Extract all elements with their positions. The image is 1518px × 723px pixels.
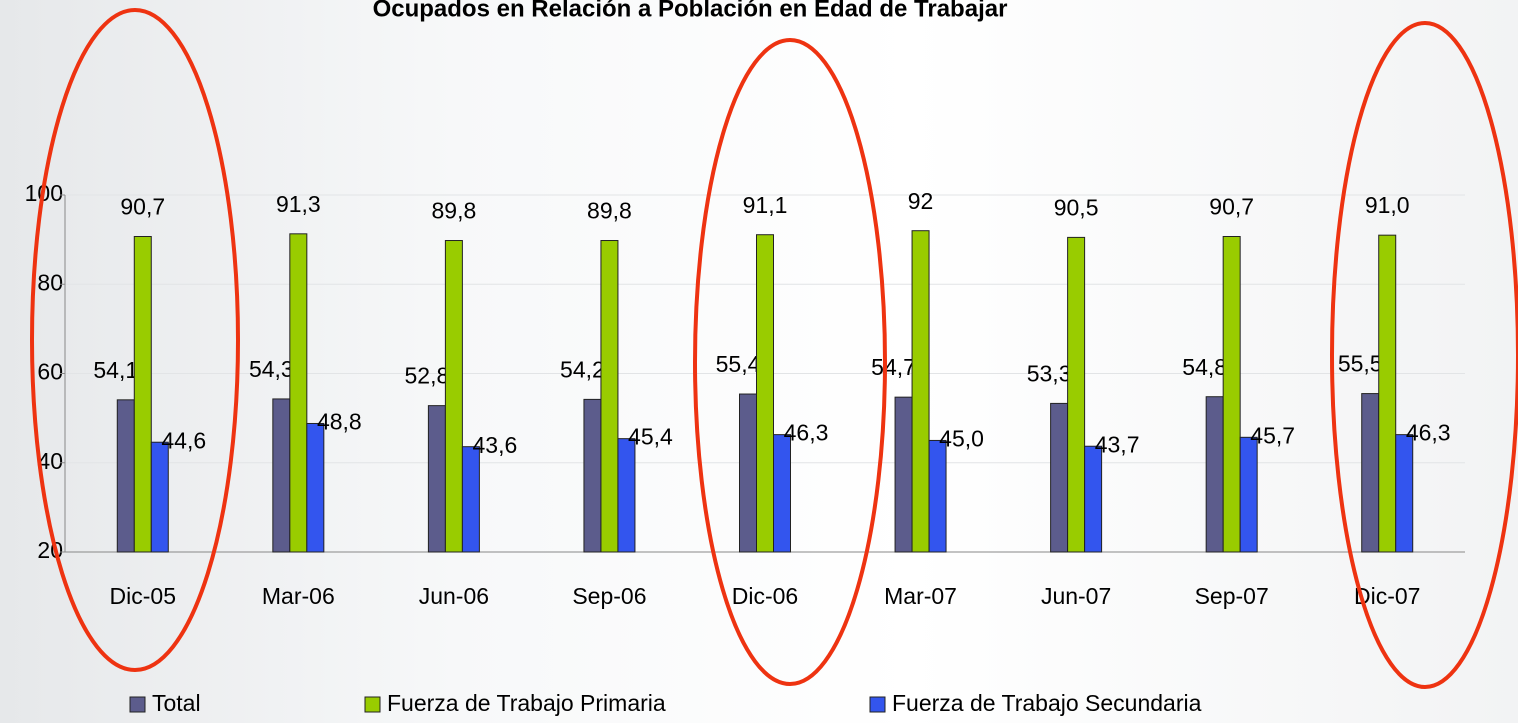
highlight-ellipses (30, 8, 1518, 689)
data-label: 46,3 (784, 420, 829, 446)
data-label: 54,8 (1182, 354, 1227, 380)
data-label: 91,3 (276, 191, 321, 217)
legend-label: Fuerza de Trabajo Secundaria (892, 690, 1202, 716)
data-label: 54,3 (249, 356, 294, 382)
data-label: 90,5 (1054, 194, 1099, 220)
data-label: 89,8 (432, 198, 477, 224)
y-tick-label: 80 (37, 269, 63, 295)
highlight (693, 38, 887, 686)
bar (427, 405, 446, 553)
data-label: 45,7 (1250, 422, 1295, 448)
data-label: 54,7 (871, 354, 916, 380)
data-label: 45,0 (939, 426, 984, 452)
bar (272, 398, 291, 553)
bar (756, 234, 774, 553)
data-label: 54,1 (93, 357, 138, 383)
legend-swatch (364, 696, 381, 713)
bar (1378, 234, 1397, 553)
data-label: 91,0 (1365, 192, 1410, 218)
bar (739, 393, 757, 553)
x-tick-label: Sep-07 (1195, 583, 1269, 609)
legend-label: Total (152, 690, 201, 716)
bar (600, 240, 619, 553)
bar (1067, 236, 1086, 553)
data-label: 52,8 (405, 363, 450, 389)
bar (306, 422, 325, 553)
x-tick-label: Dic-06 (732, 583, 798, 609)
bar (928, 439, 947, 553)
y-tick-label: 60 (37, 359, 63, 385)
x-tick-label: Dic-05 (110, 583, 176, 609)
x-tick-label: Mar-07 (884, 583, 957, 609)
data-label: 45,4 (628, 424, 673, 450)
bar (133, 236, 152, 553)
data-label: 44,6 (161, 427, 206, 453)
bar (773, 434, 791, 553)
data-label: 53,3 (1027, 360, 1072, 386)
bar (461, 446, 480, 553)
data-label: 90,7 (1209, 194, 1254, 220)
x-tick-label: Jun-07 (1041, 583, 1111, 609)
x-tick-label: Jun-06 (419, 583, 489, 609)
x-tick-label: Mar-06 (262, 583, 335, 609)
bar (617, 438, 636, 553)
bar (1205, 396, 1224, 553)
data-label: 55,5 (1338, 351, 1383, 377)
bar (911, 230, 930, 553)
data-label: 48,8 (317, 409, 362, 435)
bar (150, 441, 169, 553)
data-label: 92 (908, 188, 934, 214)
plot: 20406080100Dic-0554,190,744,6Mar-0654,39… (25, 180, 1465, 716)
data-label: 43,7 (1095, 431, 1140, 457)
bar (1084, 445, 1103, 553)
x-tick-label: Sep-06 (572, 583, 646, 609)
legend-swatch (129, 696, 146, 713)
data-label: 43,6 (473, 432, 518, 458)
bar (444, 240, 463, 553)
data-label: 54,2 (560, 356, 605, 382)
bar (583, 398, 602, 553)
data-label: 46,3 (1406, 420, 1451, 446)
bar (116, 399, 135, 553)
bar (1050, 402, 1069, 553)
chart-title: Ocupados en Relación a Población en Edad… (373, 0, 1008, 22)
data-label: 91,1 (743, 192, 788, 218)
legend-swatch (869, 696, 886, 713)
bar (1239, 436, 1258, 553)
bar (1361, 393, 1380, 553)
bar (894, 396, 913, 553)
data-label: 89,8 (587, 198, 632, 224)
bar (289, 233, 308, 553)
legend-label: Fuerza de Trabajo Primaria (387, 690, 666, 716)
bar (1222, 236, 1241, 553)
data-label: 55,4 (716, 351, 761, 377)
highlight (1330, 21, 1518, 689)
data-label: 90,7 (120, 194, 165, 220)
bar (1395, 434, 1414, 553)
highlight (30, 8, 240, 672)
